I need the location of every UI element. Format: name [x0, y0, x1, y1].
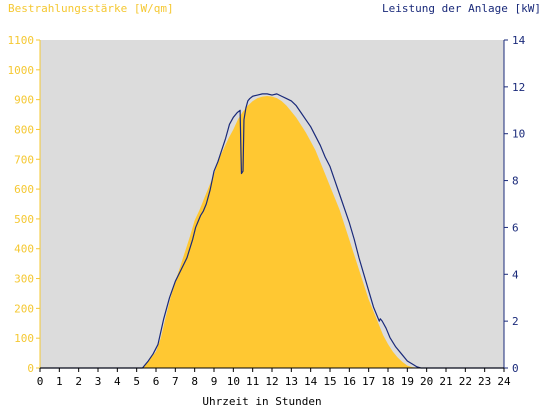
right-tick-label: 6 — [512, 221, 519, 234]
x-tick-label: 5 — [133, 375, 140, 388]
right-tick-label: 0 — [512, 362, 519, 375]
left-tick-label: 200 — [14, 302, 34, 315]
left-tick-label: 700 — [14, 153, 34, 166]
x-tick-label: 3 — [95, 375, 102, 388]
power-line — [40, 93, 504, 369]
left-tick-label: 1000 — [8, 64, 35, 77]
left-tick-label: 800 — [14, 123, 34, 136]
x-tick-label: 22 — [459, 375, 472, 388]
x-tick-label: 23 — [478, 375, 491, 388]
x-tick-label: 19 — [401, 375, 414, 388]
left-tick-label: 900 — [14, 94, 34, 107]
left-tick-label: 600 — [14, 183, 34, 196]
x-tick-label: 12 — [265, 375, 278, 388]
left-tick-label: 100 — [14, 332, 34, 345]
x-tick-label: 24 — [497, 375, 511, 388]
irradiance-area — [40, 96, 504, 368]
right-tick-label: 14 — [512, 34, 526, 47]
left-tick-label: 0 — [27, 362, 34, 375]
x-tick-label: 20 — [420, 375, 433, 388]
x-tick-label: 17 — [362, 375, 375, 388]
left-tick-label: 400 — [14, 243, 34, 256]
right-tick-label: 2 — [512, 315, 519, 328]
x-tick-label: 10 — [227, 375, 240, 388]
x-tick-label: 13 — [285, 375, 298, 388]
x-tick-label: 18 — [381, 375, 394, 388]
x-tick-label: 14 — [304, 375, 318, 388]
x-tick-label: 4 — [114, 375, 121, 388]
x-tick-label: 9 — [211, 375, 218, 388]
x-tick-label: 16 — [343, 375, 356, 388]
x-tick-label: 1 — [56, 375, 63, 388]
right-tick-label: 8 — [512, 175, 519, 188]
right-tick-label: 4 — [512, 268, 519, 281]
left-tick-label: 500 — [14, 213, 34, 226]
right-tick-label: 12 — [512, 81, 525, 94]
x-tick-label: 21 — [439, 375, 452, 388]
x-tick-label: 0 — [37, 375, 44, 388]
x-tick-label: 15 — [323, 375, 336, 388]
x-tick-label: 6 — [153, 375, 160, 388]
left-tick-label: 1100 — [8, 34, 35, 47]
x-tick-label: 11 — [246, 375, 259, 388]
right-tick-label: 10 — [512, 128, 525, 141]
x-tick-label: 7 — [172, 375, 179, 388]
left-tick-label: 300 — [14, 273, 34, 286]
x-axis-title: Uhrzeit in Stunden — [202, 395, 321, 408]
right-axis-title: Leistung der Anlage [kW] — [382, 2, 541, 15]
x-tick-label: 8 — [191, 375, 198, 388]
x-tick-label: 2 — [75, 375, 82, 388]
left-axis-title: Bestrahlungsstärke [W/qm] — [8, 2, 174, 15]
